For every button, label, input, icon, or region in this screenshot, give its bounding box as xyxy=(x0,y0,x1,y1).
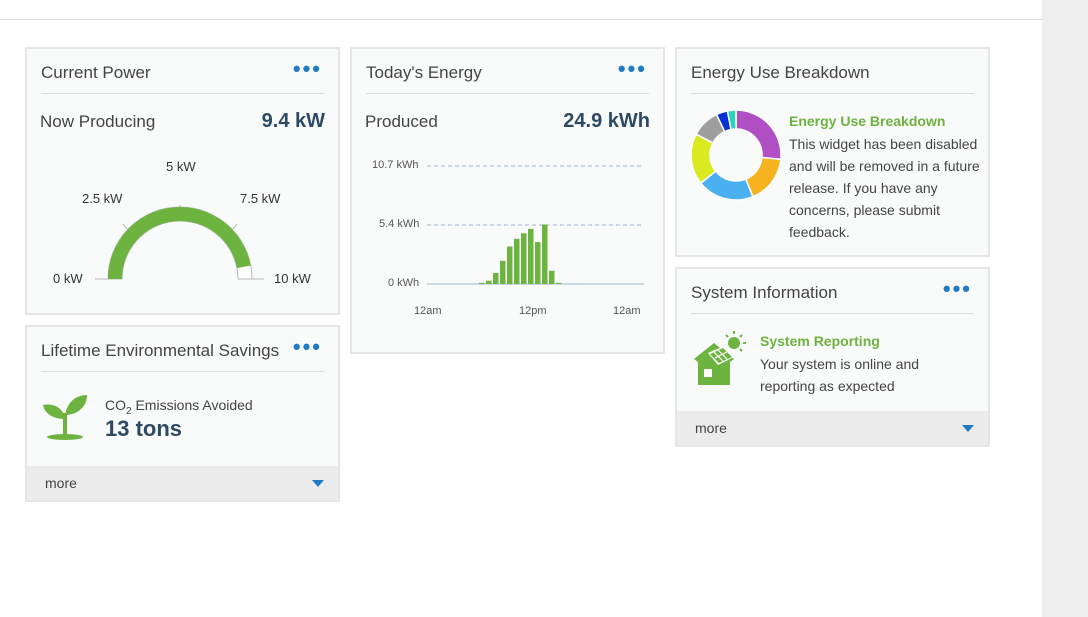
system-information-widget: System Information ••• System Reporting … xyxy=(675,267,990,447)
energy-bar-9am xyxy=(507,246,513,284)
gauge-fill xyxy=(108,206,251,279)
energy-bar-5am xyxy=(479,282,485,284)
current-power-menu-icon[interactable]: ••• xyxy=(292,56,322,81)
system-information-title: System Information xyxy=(691,283,838,302)
system-status-message: Your system is online and reporting as e… xyxy=(760,356,920,394)
todays-energy-title: Today's Energy xyxy=(366,63,482,82)
produced-label: Produced xyxy=(365,112,438,131)
energy-bar-11am xyxy=(521,233,527,284)
energy-bar-4pm xyxy=(556,282,562,284)
co2-prefix: CO xyxy=(105,397,126,413)
energy-bar-12pm xyxy=(528,228,534,284)
header-divider xyxy=(0,19,1042,20)
power-gauge xyxy=(95,205,264,280)
energy-bar-7am xyxy=(493,272,499,284)
gauge-label-min: 0 kW xyxy=(53,271,83,286)
environment-more-bar[interactable]: more xyxy=(27,466,338,500)
gauge-label-q3: 7.5 kW xyxy=(240,191,281,206)
x-tick-start: 12am xyxy=(414,305,442,317)
environmental-savings-widget: Lifetime Environmental Savings ••• CO2 E… xyxy=(25,325,340,502)
system-more-label[interactable]: more xyxy=(695,420,727,436)
card-divider xyxy=(41,93,324,94)
right-scroll-gutter xyxy=(1042,0,1088,617)
energy-breakdown-donut xyxy=(690,109,782,201)
todays-energy-menu-icon[interactable]: ••• xyxy=(617,56,647,81)
co2-value: 13 tons xyxy=(105,416,183,441)
system-more-bar[interactable]: more xyxy=(677,411,988,445)
environment-more-label[interactable]: more xyxy=(45,475,77,491)
energy-bar-3pm xyxy=(549,270,555,284)
breakdown-message: This widget has been disabled and will b… xyxy=(789,136,980,240)
energy-breakdown-title: Energy Use Breakdown xyxy=(691,63,870,82)
current-power-title: Current Power xyxy=(41,63,151,82)
co2-subscript: 2 xyxy=(126,405,132,417)
energy-bar-10am xyxy=(514,238,520,284)
now-producing-label: Now Producing xyxy=(40,112,156,131)
current-power-widget: Current Power ••• Now Producing 9.4 kW 0… xyxy=(25,47,340,315)
environmental-savings-title: Lifetime Environmental Savings xyxy=(41,341,280,360)
now-producing-value: 9.4 kW xyxy=(261,110,325,132)
y-tick-mid: 5.4 kWh xyxy=(379,218,420,230)
energy-bar-6am xyxy=(486,280,492,284)
environmental-savings-menu-icon[interactable]: ••• xyxy=(292,334,322,359)
card-divider xyxy=(691,313,974,314)
y-tick-max: 10.7 kWh xyxy=(372,159,419,171)
breakdown-heading: Energy Use Breakdown xyxy=(789,113,946,129)
solar-house-icon xyxy=(694,331,746,385)
y-tick-min: 0 kWh xyxy=(388,277,420,289)
energy-breakdown-widget: Energy Use Breakdown Energy Use Breakdow… xyxy=(675,47,990,257)
energy-bar-chart xyxy=(427,165,644,285)
gauge-label-max: 10 kW xyxy=(274,271,311,286)
chevron-down-icon[interactable] xyxy=(962,425,974,432)
donut-slice-6 xyxy=(726,109,737,131)
chevron-down-icon[interactable] xyxy=(312,480,324,487)
produced-value: 24.9 kWh xyxy=(563,110,650,132)
gauge-label-q1: 2.5 kW xyxy=(82,191,123,206)
card-divider xyxy=(691,93,974,94)
donut-slice-0 xyxy=(735,109,782,161)
plant-icon xyxy=(43,395,87,440)
gauge-label-mid: 5 kW xyxy=(166,159,196,174)
energy-bar-1pm xyxy=(535,242,541,284)
energy-bar-2pm xyxy=(542,224,548,284)
co2-suffix: Emissions Avoided xyxy=(131,397,253,413)
system-status-heading: System Reporting xyxy=(760,333,880,349)
system-information-menu-icon[interactable]: ••• xyxy=(942,276,972,301)
card-divider xyxy=(366,93,649,94)
x-tick-mid: 12pm xyxy=(519,305,547,317)
co2-label: CO2 Emissions Avoided xyxy=(105,397,253,417)
energy-bar-8am xyxy=(500,260,506,284)
card-divider xyxy=(41,371,324,372)
x-tick-end: 12am xyxy=(613,305,641,317)
todays-energy-widget: Today's Energy ••• Produced 24.9 kWh 10.… xyxy=(350,47,665,354)
